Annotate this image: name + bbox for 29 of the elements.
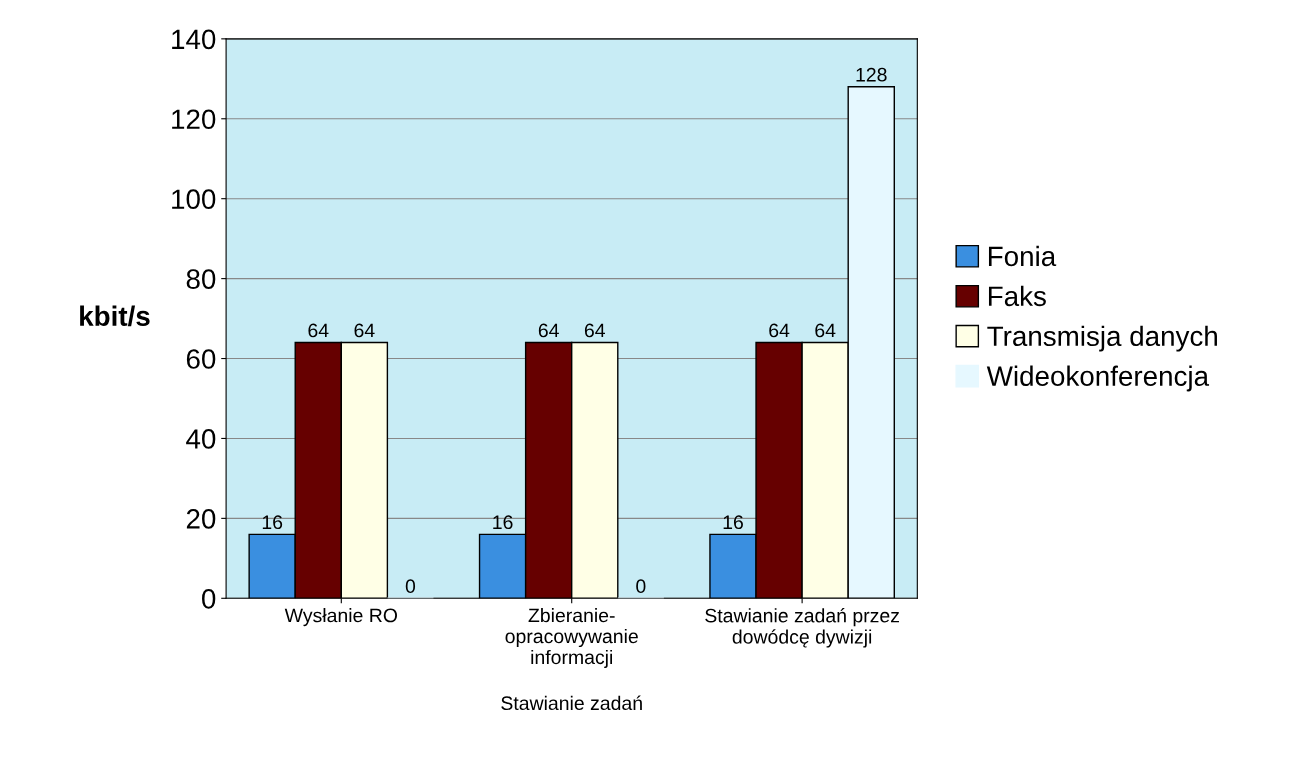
x-tick-label: Zbieranie- opracowywanie informacji xyxy=(505,608,638,669)
legend-label: Faks xyxy=(988,285,1046,307)
legend-label: Transmisja danych xyxy=(987,325,1217,352)
data-label: 64 xyxy=(308,323,329,338)
data-label: 16 xyxy=(723,515,743,530)
data-label: 16 xyxy=(262,515,283,530)
data-label: 64 xyxy=(815,323,836,338)
x-tick-label: Wysłanie RO xyxy=(284,608,398,627)
y-tick-label: 100 xyxy=(172,189,216,210)
data-label: 64 xyxy=(538,323,559,338)
y-tick-label: 40 xyxy=(186,429,216,449)
y-tick-label: 80 xyxy=(186,269,216,289)
data-label: 128 xyxy=(856,67,887,82)
x-tick-label: Stawianie zadań przez dowódcę dywizji xyxy=(705,608,899,648)
data-label: 64 xyxy=(769,323,790,338)
data-label: 0 xyxy=(636,579,646,594)
legend-label: Fonia xyxy=(988,245,1057,267)
data-label: 64 xyxy=(354,323,375,338)
x-axis-title: Stawianie zadań xyxy=(501,695,642,711)
data-label: 0 xyxy=(405,579,416,594)
y-tick-label: 20 xyxy=(186,509,216,529)
y-tick-label: 120 xyxy=(172,109,216,130)
y-tick-label: 0 xyxy=(202,588,216,609)
data-label: 16 xyxy=(493,515,513,530)
y-axis-title: kbit/s xyxy=(80,305,150,327)
legend-label: Wideokonferencja xyxy=(986,365,1210,392)
y-tick-label: 140 xyxy=(172,29,216,50)
y-tick-label: 60 xyxy=(186,349,216,369)
data-label: 64 xyxy=(584,323,605,338)
